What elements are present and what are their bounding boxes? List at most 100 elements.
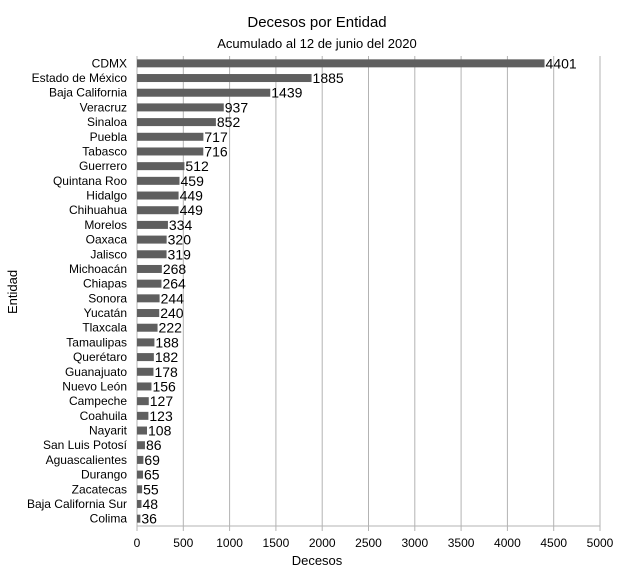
value-label: 512 [185, 158, 209, 174]
category-label: Oaxaca [86, 233, 128, 247]
category-label: CDMX [92, 56, 127, 70]
x-tick-label: 3500 [448, 536, 475, 550]
bar [137, 206, 179, 215]
chart-subtitle: Acumulado al 12 de junio del 2020 [217, 36, 416, 51]
value-label: 264 [162, 276, 186, 292]
bar [137, 132, 204, 141]
bar [137, 103, 224, 112]
value-label: 156 [152, 378, 176, 394]
bar [137, 382, 152, 391]
bar [137, 455, 144, 464]
x-tick-label: 3000 [401, 536, 428, 550]
value-label: 717 [204, 129, 228, 145]
category-label: San Luis Potosí [43, 438, 128, 452]
value-label: 127 [150, 393, 174, 409]
bar [137, 309, 160, 318]
value-label: 36 [141, 511, 157, 527]
bar [137, 426, 148, 435]
value-label: 319 [168, 246, 192, 262]
x-tick-label: 5000 [587, 536, 614, 550]
x-tick-label: 2000 [309, 536, 336, 550]
value-label: 4401 [546, 55, 577, 71]
bar [137, 514, 141, 523]
bar [137, 499, 142, 508]
bar [137, 367, 154, 376]
category-label: Coahuila [80, 409, 128, 423]
value-label: 459 [181, 173, 205, 189]
category-label: Sinaloa [87, 115, 127, 129]
value-label: 334 [169, 217, 193, 233]
value-label: 178 [154, 364, 178, 380]
bar [137, 485, 143, 494]
category-label: Baja California [49, 86, 127, 100]
category-label: Tlaxcala [82, 321, 127, 335]
x-tick-label: 4000 [494, 536, 521, 550]
bar [137, 118, 216, 127]
value-label: 937 [225, 99, 249, 115]
chart-title: Decesos por Entidad [247, 14, 386, 31]
category-label: Chihuahua [69, 203, 127, 217]
bar [137, 264, 162, 273]
bar [137, 250, 167, 259]
x-tick-label: 0 [134, 536, 141, 550]
category-label: Baja California Sur [27, 497, 127, 511]
bar [137, 74, 312, 83]
bar [137, 441, 145, 450]
category-label: Yucatán [84, 306, 127, 320]
bar [137, 470, 144, 479]
x-axis-label: Decesos [292, 553, 343, 568]
x-tick-label: 4500 [540, 536, 567, 550]
y-axis-label: Entidad [5, 270, 20, 314]
value-label: 268 [163, 261, 187, 277]
category-label: Nuevo León [62, 379, 127, 393]
x-tick-label: 500 [173, 536, 193, 550]
bar [137, 411, 149, 420]
bar [137, 191, 179, 200]
category-label: Campeche [69, 394, 127, 408]
category-label: Tamaulipas [66, 335, 127, 349]
value-label: 182 [155, 349, 179, 365]
value-label: 449 [180, 188, 204, 204]
bar [137, 235, 167, 244]
value-label: 69 [144, 452, 160, 468]
value-label: 108 [148, 423, 172, 439]
bar [137, 147, 204, 156]
category-label: Chiapas [83, 277, 127, 291]
value-label: 716 [204, 143, 228, 159]
bar [137, 176, 180, 185]
category-label: Guerrero [79, 159, 127, 173]
category-label: Estado de México [32, 71, 128, 85]
category-label: Zacatecas [72, 482, 127, 496]
x-tick-label: 1000 [216, 536, 243, 550]
category-label: Hidalgo [86, 189, 127, 203]
category-label: Sonora [88, 291, 127, 305]
category-label: Jalisco [90, 247, 127, 261]
bar [137, 338, 155, 347]
value-label: 320 [168, 232, 192, 248]
category-label: Michoacán [69, 262, 127, 276]
bar [137, 162, 185, 171]
value-label: 852 [217, 114, 241, 130]
value-label: 188 [155, 334, 179, 350]
value-label: 240 [160, 305, 184, 321]
bar [137, 353, 154, 362]
category-label: Tabasco [82, 144, 127, 158]
bar [137, 59, 545, 68]
category-label: Morelos [84, 218, 127, 232]
x-tick-label: 2500 [355, 536, 382, 550]
category-label: Nayarit [89, 424, 128, 438]
value-label: 123 [149, 408, 173, 424]
category-label: Quintana Roo [53, 174, 127, 188]
value-label: 244 [161, 290, 185, 306]
category-label: Veracruz [80, 100, 127, 114]
category-label: Durango [81, 468, 127, 482]
x-tick-labels: 0 500 1000 1500 2000 2500 3000 3500 4000 4500 5000 [134, 536, 614, 550]
category-label: Aguascalientes [46, 453, 127, 467]
category-label: Guanajuato [65, 365, 127, 379]
bars [137, 59, 545, 523]
category-label: Querétaro [73, 350, 127, 364]
gridlines [136, 56, 601, 531]
bar [137, 220, 168, 229]
